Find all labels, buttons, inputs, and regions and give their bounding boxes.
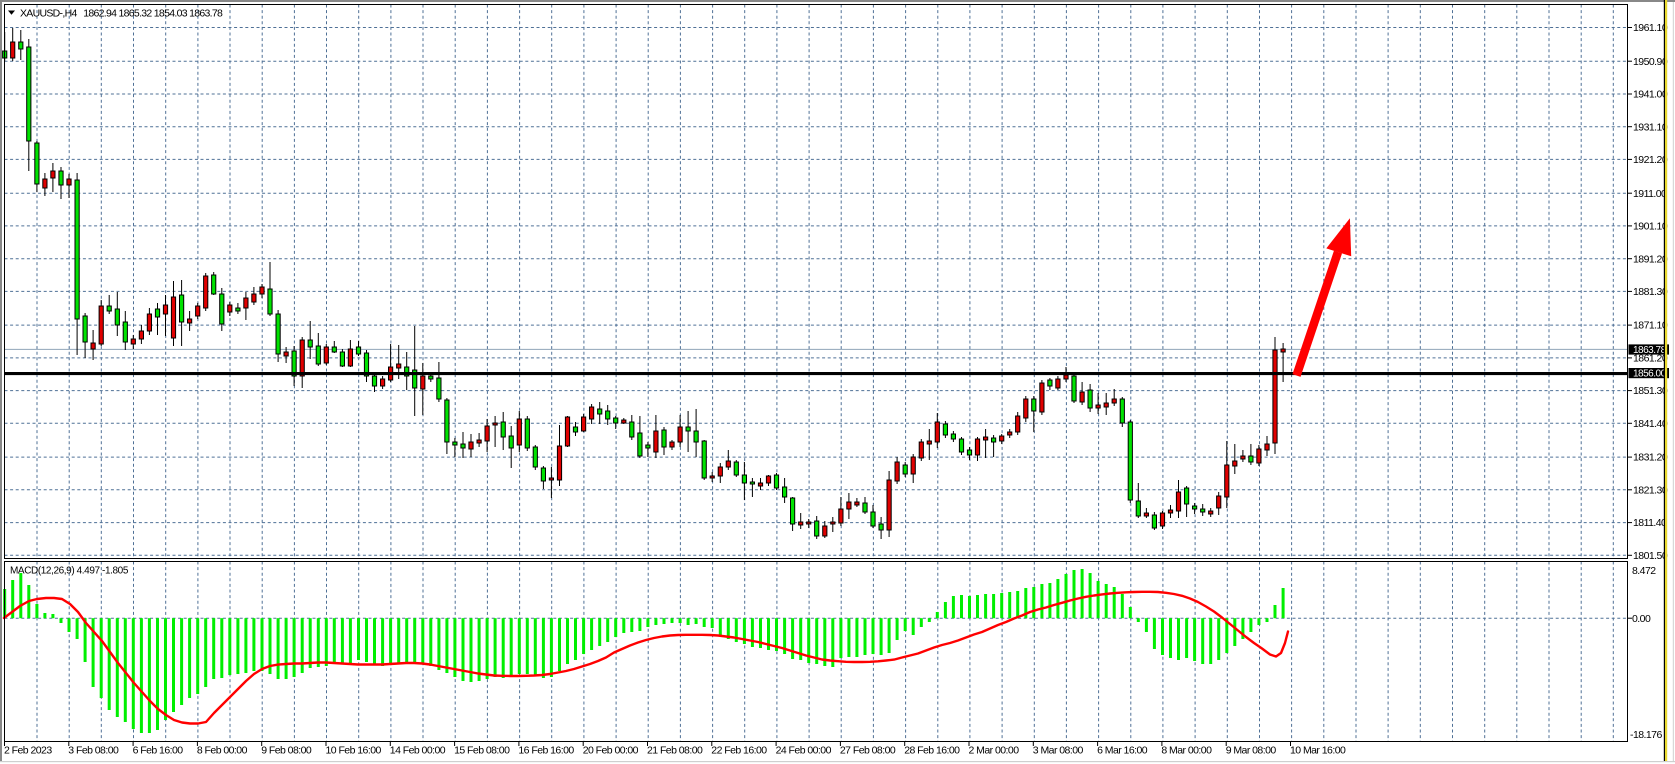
svg-text:1863.78: 1863.78	[1633, 345, 1667, 356]
svg-text:1861.20: 1861.20	[1633, 353, 1668, 365]
svg-text:2 Feb 2023: 2 Feb 2023	[4, 745, 52, 757]
svg-text:1950.90: 1950.90	[1633, 56, 1668, 68]
svg-text:1851.30: 1851.30	[1633, 385, 1668, 397]
svg-text:1941.00: 1941.00	[1633, 89, 1668, 101]
svg-text:9 Mar 08:00: 9 Mar 08:00	[1226, 745, 1277, 757]
svg-text:1811.40: 1811.40	[1633, 517, 1667, 529]
svg-text:10 Mar 16:00: 10 Mar 16:00	[1290, 745, 1346, 757]
svg-text:10 Feb 16:00: 10 Feb 16:00	[326, 745, 382, 757]
svg-text:8 Mar 00:00: 8 Mar 00:00	[1161, 745, 1212, 757]
svg-text:21 Feb 08:00: 21 Feb 08:00	[647, 745, 703, 757]
svg-text:1931.10: 1931.10	[1633, 121, 1668, 133]
svg-text:1801.50: 1801.50	[1633, 550, 1668, 562]
svg-text:1891.20: 1891.20	[1633, 253, 1668, 265]
svg-text:14 Feb 00:00: 14 Feb 00:00	[390, 745, 446, 757]
svg-text:3 Mar 08:00: 3 Mar 08:00	[1033, 745, 1084, 757]
svg-text:8 Feb 00:00: 8 Feb 00:00	[197, 745, 248, 757]
svg-text:1831.20: 1831.20	[1633, 452, 1668, 464]
svg-text:3 Feb 08:00: 3 Feb 08:00	[68, 745, 119, 757]
svg-text:1961.10: 1961.10	[1633, 22, 1668, 34]
svg-text:9 Feb 08:00: 9 Feb 08:00	[261, 745, 312, 757]
svg-text:22 Feb 16:00: 22 Feb 16:00	[711, 745, 767, 757]
svg-text:1841.40: 1841.40	[1633, 418, 1668, 430]
svg-text:2 Mar 00:00: 2 Mar 00:00	[969, 745, 1020, 757]
svg-text:27 Feb 08:00: 27 Feb 08:00	[840, 745, 896, 757]
svg-text:1881.30: 1881.30	[1633, 286, 1668, 298]
svg-text:1921.20: 1921.20	[1633, 154, 1668, 166]
svg-text:1911.00: 1911.00	[1633, 188, 1667, 200]
svg-text:16 Feb 16:00: 16 Feb 16:00	[518, 745, 574, 757]
svg-text:28 Feb 16:00: 28 Feb 16:00	[904, 745, 960, 757]
svg-text:8.472: 8.472	[1632, 565, 1656, 577]
svg-text:6 Mar 16:00: 6 Mar 16:00	[1097, 745, 1148, 757]
svg-text:1901.10: 1901.10	[1633, 221, 1668, 233]
svg-text:1821.30: 1821.30	[1633, 484, 1668, 496]
svg-text:15 Feb 08:00: 15 Feb 08:00	[454, 745, 510, 757]
svg-text:6 Feb 16:00: 6 Feb 16:00	[133, 745, 184, 757]
svg-text:1871.10: 1871.10	[1633, 320, 1668, 332]
svg-text:XAUUSD-,H4 1862.94 1865.32 1: XAUUSD-,H4 1862.94 1865.32 1854.03 1863.…	[20, 8, 223, 20]
svg-text:20 Feb 00:00: 20 Feb 00:00	[583, 745, 639, 757]
svg-text:1856.00: 1856.00	[1633, 369, 1667, 380]
svg-text:24 Feb 00:00: 24 Feb 00:00	[776, 745, 832, 757]
svg-text:-18.176: -18.176	[1630, 729, 1662, 741]
svg-text:MACD(12,26,9) 4.497 -1.805: MACD(12,26,9) 4.497 -1.805	[10, 566, 129, 577]
svg-text:0.00: 0.00	[1632, 613, 1651, 625]
